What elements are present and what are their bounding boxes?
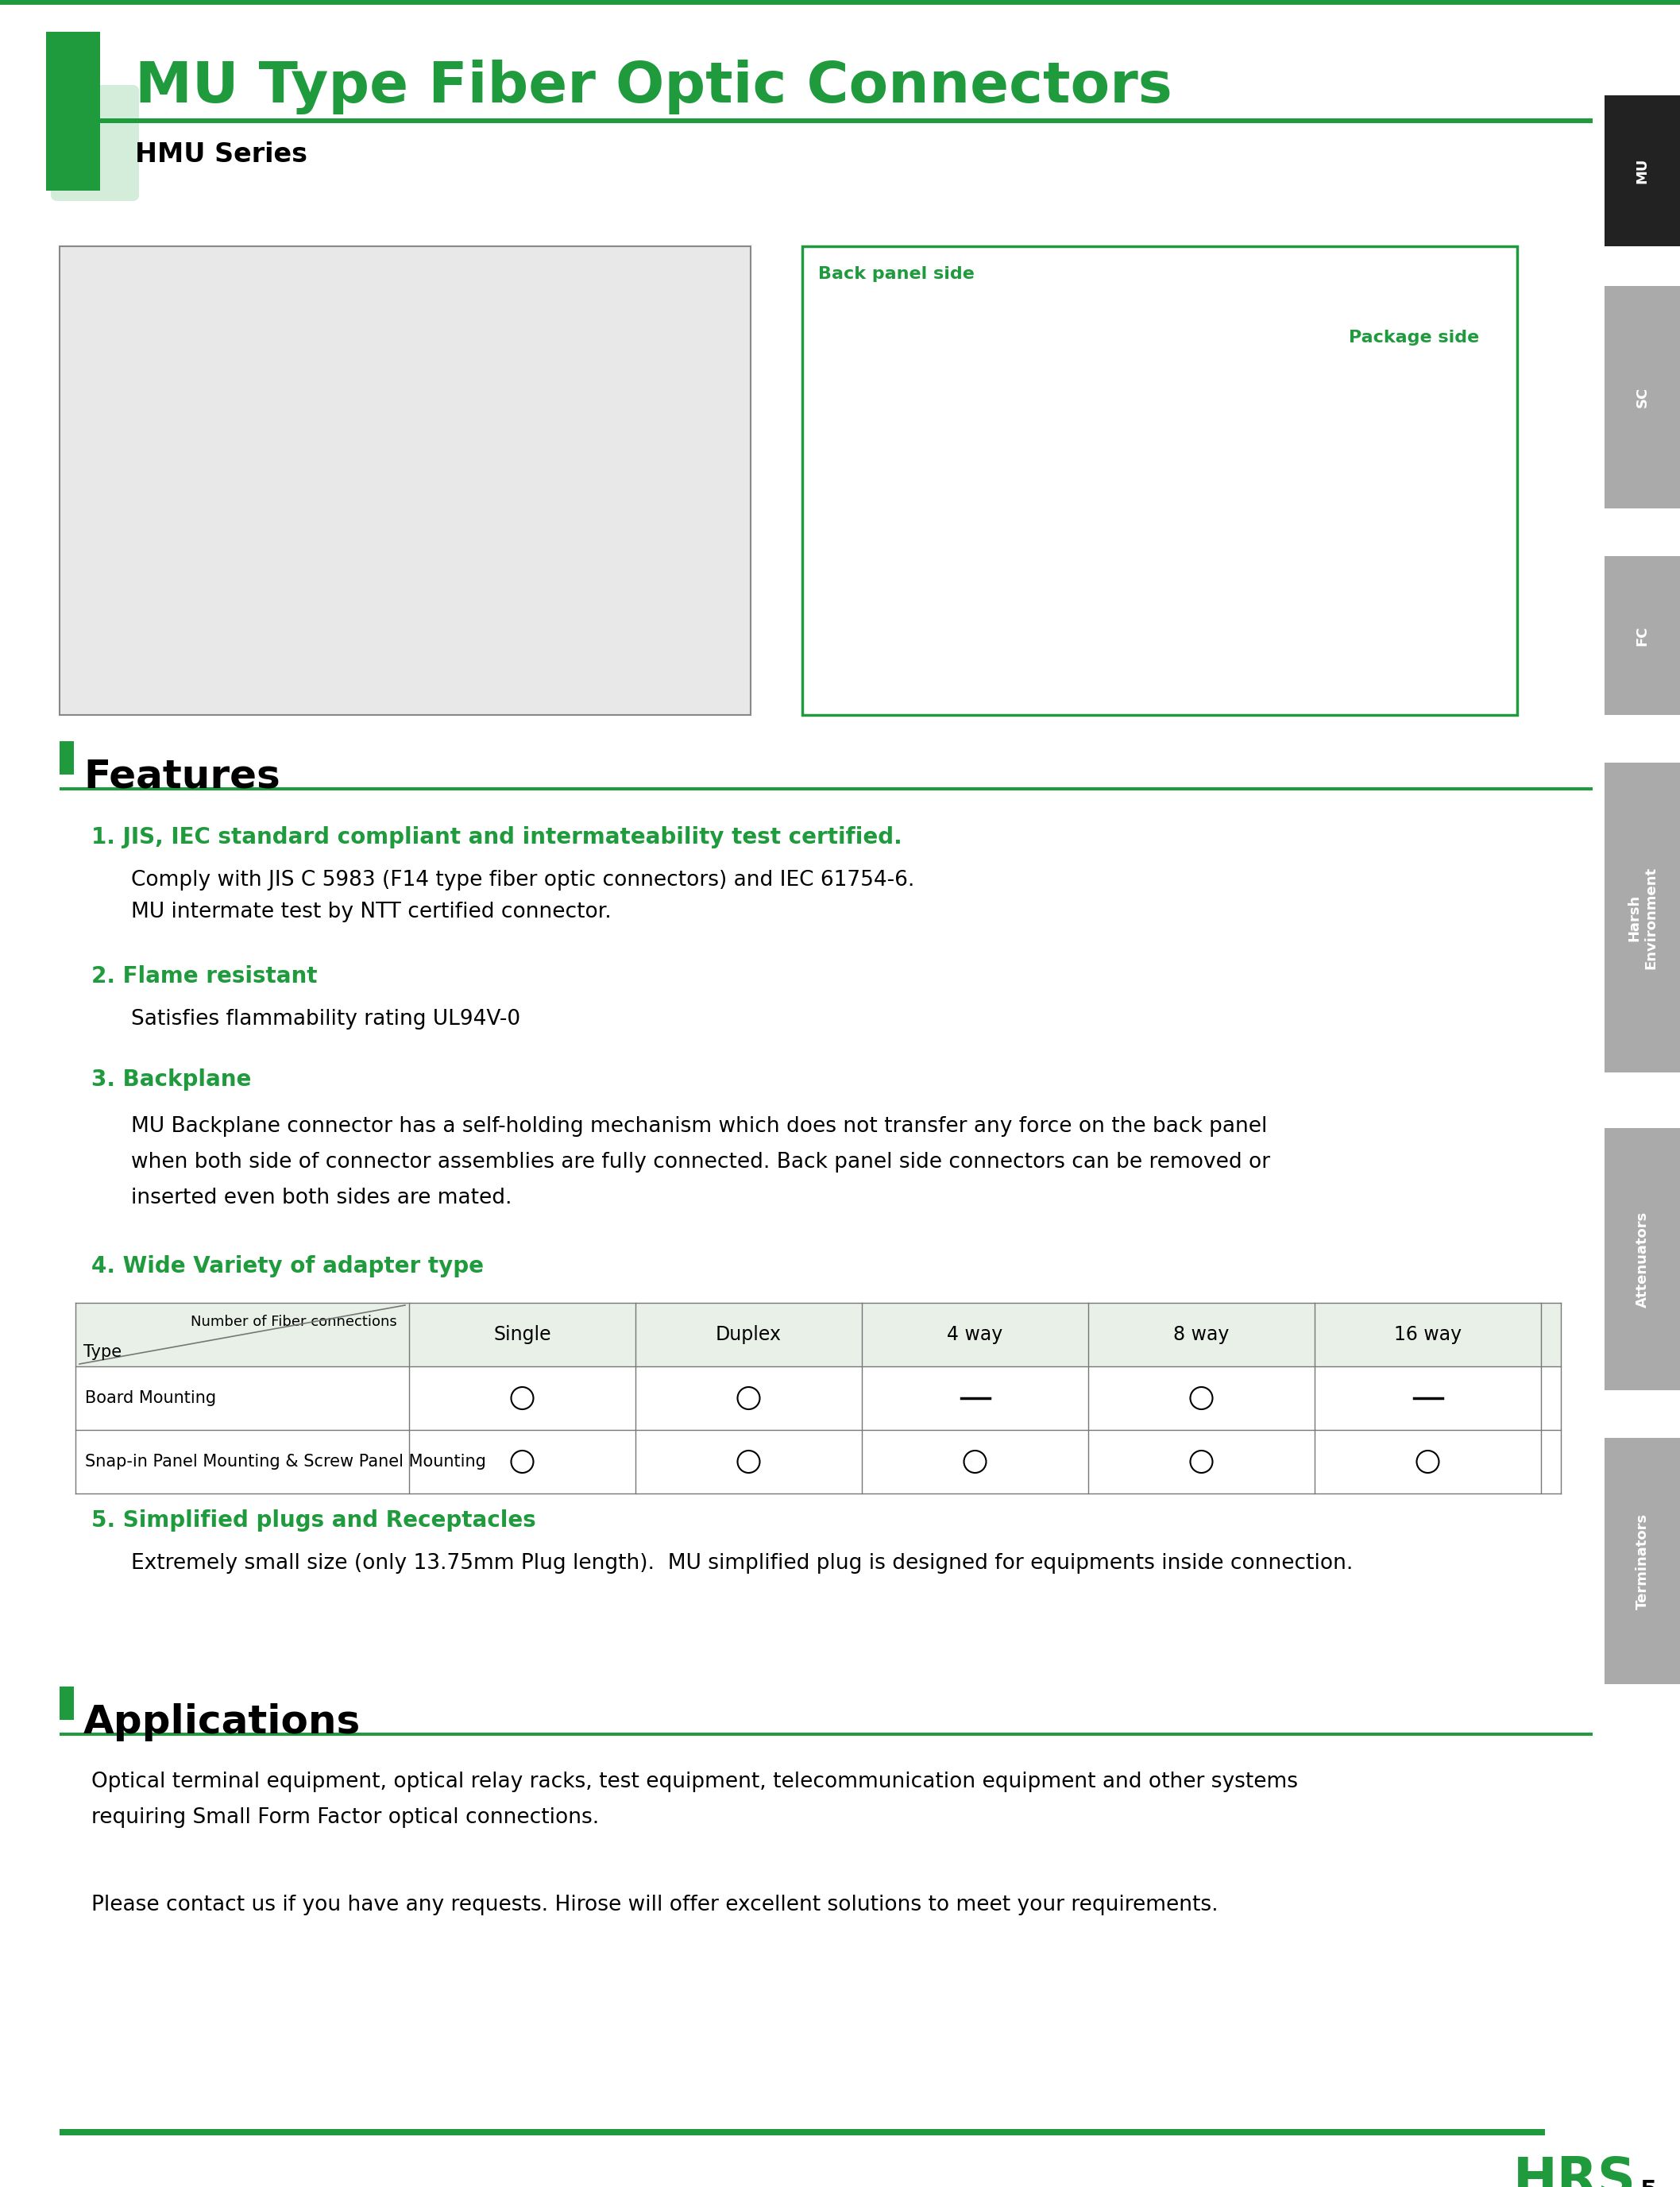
Text: Features: Features xyxy=(84,759,281,796)
Text: Type: Type xyxy=(84,1345,121,1360)
Bar xyxy=(803,247,1517,715)
Text: MU intermate test by NTT certified connector.: MU intermate test by NTT certified conne… xyxy=(131,901,612,923)
Text: requiring Small Form Factor optical connections.: requiring Small Form Factor optical conn… xyxy=(91,1806,600,1828)
Text: HMU Series: HMU Series xyxy=(134,142,307,168)
Text: MU Backplane connector has a self-holding mechanism which does not transfer any : MU Backplane connector has a self-holdin… xyxy=(131,1115,1267,1137)
Bar xyxy=(59,2128,1546,2135)
Text: Package side: Package side xyxy=(1349,330,1478,346)
Text: Snap-in Panel Mounting & Screw Panel Mounting: Snap-in Panel Mounting & Screw Panel Mou… xyxy=(86,1454,486,1470)
Text: 2. Flame resistant: 2. Flame resistant xyxy=(91,964,318,989)
Text: Comply with JIS C 5983 (F14 type fiber optic connectors) and IEC 61754-6.: Comply with JIS C 5983 (F14 type fiber o… xyxy=(131,870,914,890)
Text: Back panel side: Back panel side xyxy=(818,267,974,282)
Text: 5. Simplified plugs and Receptacles: 5. Simplified plugs and Receptacles xyxy=(91,1509,536,1531)
Bar xyxy=(59,1732,1593,1736)
Bar xyxy=(59,787,1593,790)
Text: 4. Wide Variety of adapter type: 4. Wide Variety of adapter type xyxy=(91,1255,484,1277)
Bar xyxy=(76,1303,1561,1367)
Text: Satisfies flammability rating UL94V-0: Satisfies flammability rating UL94V-0 xyxy=(131,1008,521,1030)
Text: Applications: Applications xyxy=(84,1704,361,1741)
Text: Harsh
Environment: Harsh Environment xyxy=(1626,866,1658,969)
Text: Please contact us if you have any requests. Hirose will offer excellent solution: Please contact us if you have any reques… xyxy=(91,1894,1218,1916)
Text: MU: MU xyxy=(1635,157,1650,184)
Text: 4 way: 4 way xyxy=(948,1325,1003,1345)
Bar xyxy=(1604,763,1680,1072)
Bar xyxy=(45,33,101,190)
Bar xyxy=(59,118,1593,122)
Text: Number of Fiber connections: Number of Fiber connections xyxy=(192,1314,396,1330)
Bar xyxy=(1604,96,1680,247)
Bar xyxy=(1604,555,1680,715)
Bar xyxy=(1604,1128,1680,1391)
Text: 16 way: 16 way xyxy=(1394,1325,1462,1345)
Bar xyxy=(1604,1437,1680,1684)
Bar xyxy=(76,1430,1561,1494)
Text: Terminators: Terminators xyxy=(1635,1513,1650,1610)
Bar xyxy=(1604,286,1680,507)
Text: 3. Backplane: 3. Backplane xyxy=(91,1069,252,1091)
Text: Attenuators: Attenuators xyxy=(1635,1212,1650,1308)
Text: Optical terminal equipment, optical relay racks, test equipment, telecommunicati: Optical terminal equipment, optical rela… xyxy=(91,1771,1299,1791)
Text: Board Mounting: Board Mounting xyxy=(86,1391,217,1406)
Text: 5: 5 xyxy=(1640,2180,1656,2187)
Bar xyxy=(0,0,1680,4)
Text: 8 way: 8 way xyxy=(1173,1325,1230,1345)
Text: when both side of connector assemblies are fully connected. Back panel side conn: when both side of connector assemblies a… xyxy=(131,1153,1270,1172)
Bar xyxy=(59,247,751,715)
Text: inserted even both sides are mated.: inserted even both sides are mated. xyxy=(131,1188,512,1207)
Text: Extremely small size (only 13.75mm Plug length).  MU simplified plug is designed: Extremely small size (only 13.75mm Plug … xyxy=(131,1553,1352,1575)
Bar xyxy=(76,1367,1561,1430)
Text: MU Type Fiber Optic Connectors: MU Type Fiber Optic Connectors xyxy=(134,59,1173,114)
Text: HRS: HRS xyxy=(1514,2154,1636,2187)
FancyBboxPatch shape xyxy=(50,85,139,201)
Bar xyxy=(59,741,74,774)
Text: Single: Single xyxy=(494,1325,551,1345)
Text: SC: SC xyxy=(1635,387,1650,407)
Bar xyxy=(59,1686,74,1719)
Text: 1. JIS, IEC standard compliant and intermateability test certified.: 1. JIS, IEC standard compliant and inter… xyxy=(91,827,902,849)
Text: Duplex: Duplex xyxy=(716,1325,781,1345)
Text: FC: FC xyxy=(1635,625,1650,645)
